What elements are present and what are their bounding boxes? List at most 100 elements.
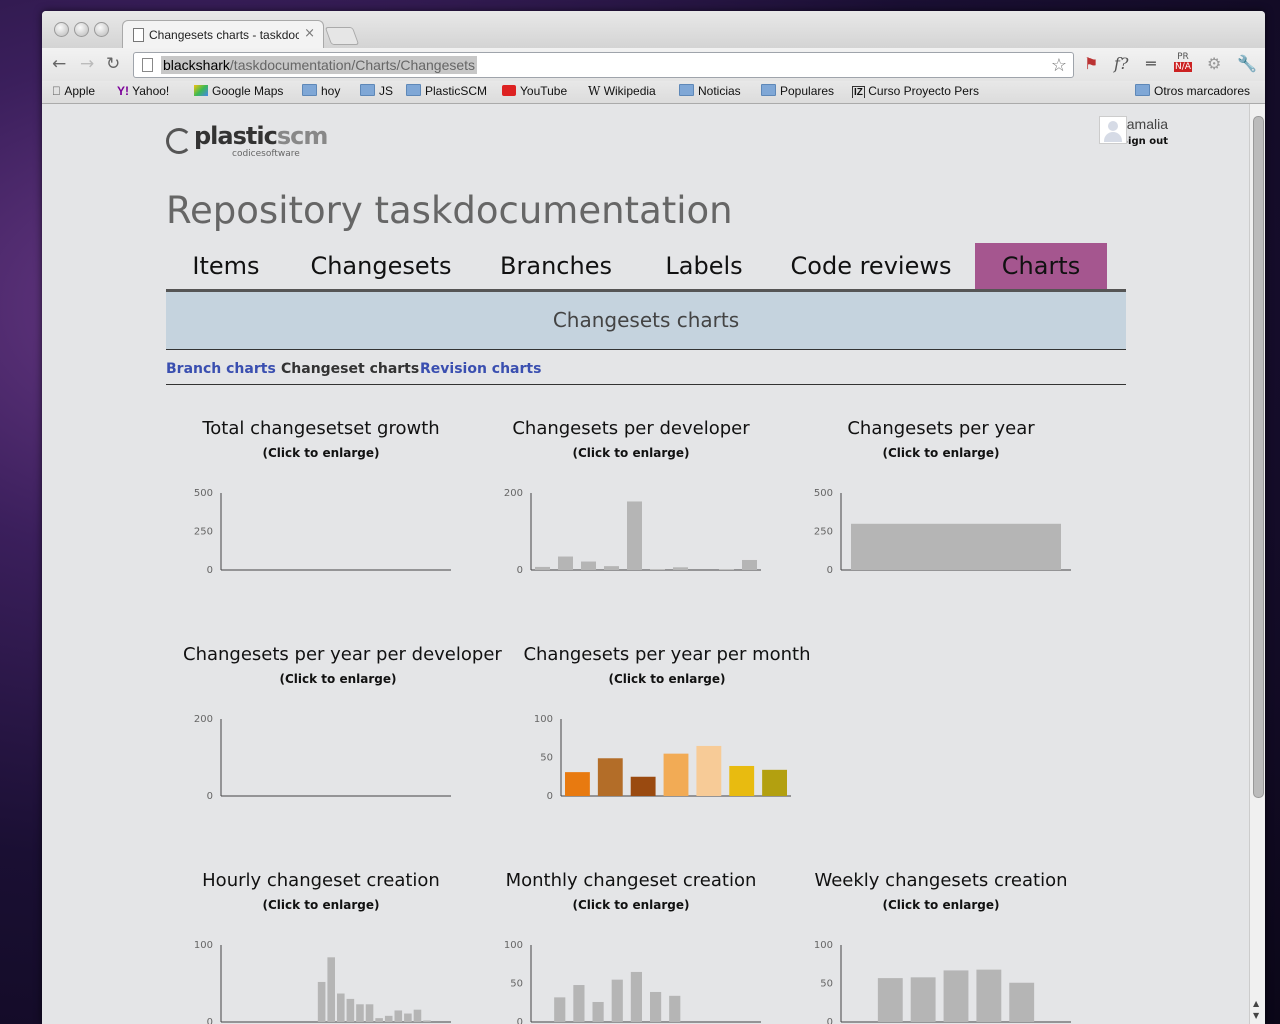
tab-changesets[interactable]: Changesets [310,252,452,280]
folder-icon [1135,84,1150,96]
title-bar: Changesets charts - taskdoc × [42,11,1265,49]
chart-hourly[interactable]: Hourly changeset creation (Click to enla… [166,870,476,1024]
url-text[interactable]: blackshark/taskdocumentation/Charts/Chan… [161,56,478,74]
fx-extension-icon[interactable]: f? [1114,54,1129,73]
y-tick-label: 250 [194,527,213,538]
bookmark-populares[interactable]: Populares [761,84,834,98]
sign-out-link[interactable]: Sign out [1120,136,1168,147]
bookmark-google-maps[interactable]: Google Maps [194,84,283,98]
apple-icon:  [52,84,61,98]
chart-plot[interactable]: 0 250 500 [166,478,476,588]
chart-bar [565,772,590,796]
chart-bar [394,1010,403,1022]
tab-branches[interactable]: Branches [500,252,612,280]
chart-bar [742,559,757,570]
chart-bar [943,970,969,1022]
tab-code-reviews[interactable]: Code reviews [790,252,952,280]
bookmark-noticias[interactable]: Noticias [679,84,741,98]
y-tick-label: 500 [814,488,833,499]
scrollbar-thumb[interactable] [1253,116,1264,798]
logo-swirl-icon [166,128,192,154]
gear-icon[interactable]: ⚙ [1207,54,1222,73]
chart-plot[interactable]: 0 50 100 [786,930,1096,1024]
reload-icon[interactable]: ↻ [106,54,121,74]
chart-plot[interactable]: 0 200 [476,478,786,588]
chart-plot[interactable]: 0 100 [166,930,476,1024]
chart-total-growth[interactable]: Total changesetset growth (Click to enla… [166,418,476,618]
bookmark-youtube[interactable]: YouTube [502,84,567,98]
y-tick-label: 0 [207,791,213,802]
chart-bar [573,985,585,1022]
chart-plot[interactable]: 0 50 100 [506,704,816,814]
y-tick-label: 200 [194,714,213,725]
extension-icon[interactable]: ⚑ [1084,54,1099,73]
browser-tab[interactable]: Changesets charts - taskdoc × [122,20,324,49]
new-tab-button[interactable] [324,27,360,45]
chart-per-year-per-developer[interactable]: Changesets per year per developer (Click… [183,644,502,844]
chart-per-year[interactable]: Changesets per year (Click to enlarge) 0… [786,418,1096,618]
bookmark-other[interactable]: Otros marcadores [1135,84,1250,98]
y-tick-label: 0 [517,1017,523,1024]
chart-per-year-per-month[interactable]: Changesets per year per month (Click to … [512,644,822,844]
close-window-button[interactable] [54,22,69,37]
chart-bar [696,745,722,796]
chart-bar [384,1015,393,1022]
tab-items[interactable]: Items [192,252,260,280]
chart-bar [877,978,903,1022]
chart-bar [1009,982,1035,1022]
back-icon[interactable]: ← [52,54,67,74]
y-tick-label: 100 [194,940,213,951]
chart-bar [337,993,345,1022]
scroll-down-icon[interactable]: ▼ [1253,1011,1260,1020]
bookmark-apple[interactable]:  Apple [52,84,95,98]
chart-bar [581,561,596,570]
chart-bar [597,758,623,796]
folder-icon [360,84,375,96]
tab-title: Changesets charts - taskdoc [149,28,299,42]
forward-icon[interactable]: → [80,54,95,74]
address-bar[interactable]: blackshark/taskdocumentation/Charts/Chan… [133,52,1074,78]
tab-charts[interactable]: Charts [975,243,1107,289]
y-tick-label: 200 [504,488,523,499]
page-content: plasticscm codicesoftware amalia Sign ou… [42,104,1250,1024]
avatar[interactable] [1099,116,1127,144]
bookmark-js[interactable]: JS [360,84,393,98]
bookmark-yahoo[interactable]: Y! Yahoo! [117,84,170,98]
chart-plot[interactable]: 0 250 500 [786,478,1096,588]
chart-plot[interactable]: 0 200 [166,704,476,814]
chart-bar [535,566,550,570]
bookmark-hoy[interactable]: hoy [302,84,340,98]
scroll-up-icon[interactable]: ▲ [1253,999,1260,1008]
tab-labels[interactable]: Labels [665,252,743,280]
changeset-charts-link[interactable]: Changeset charts [281,361,420,377]
revision-charts-link[interactable]: Revision charts [420,361,542,377]
bookmark-plasticscm[interactable]: PlasticSCM [406,84,487,98]
bookmark-star-icon[interactable]: ☆ [1050,55,1067,75]
chart-bar [558,556,573,570]
folder-icon [679,84,694,96]
chart-weekly[interactable]: Weekly changesets creation (Click to enl… [786,870,1096,1024]
chart-monthly[interactable]: Monthly changeset creation (Click to enl… [476,870,786,1024]
chart-per-developer[interactable]: Changesets per developer (Click to enlar… [476,418,786,618]
chart-bar [663,753,689,796]
branch-charts-link[interactable]: Branch charts [166,361,276,377]
chart-bar [627,501,642,570]
y-tick-label: 0 [547,791,553,802]
chart-bar [851,523,1061,570]
chart-plot[interactable]: 0 50 100 [476,930,786,1024]
pagerank-extension-icon[interactable]: PR N/A [1174,52,1192,72]
zoom-window-button[interactable] [94,22,109,37]
chart-bar [554,997,566,1022]
folder-icon [406,84,421,96]
ruler-extension-icon[interactable]: ═ [1146,54,1156,73]
wrench-icon[interactable]: 🔧 [1237,54,1257,73]
tab-close-icon[interactable]: × [304,26,315,41]
y-tick-label: 0 [517,565,523,576]
user-box: amalia Sign out [1121,116,1168,147]
chart-bar [611,979,623,1022]
minimize-window-button[interactable] [74,22,89,37]
chart-bar [365,1004,374,1022]
bookmark-curso[interactable]: IZ Curso Proyecto Pers [852,84,979,98]
vertical-scrollbar[interactable]: ▲ ▼ [1249,104,1265,1024]
bookmark-wikipedia[interactable]: W Wikipedia [588,84,656,98]
